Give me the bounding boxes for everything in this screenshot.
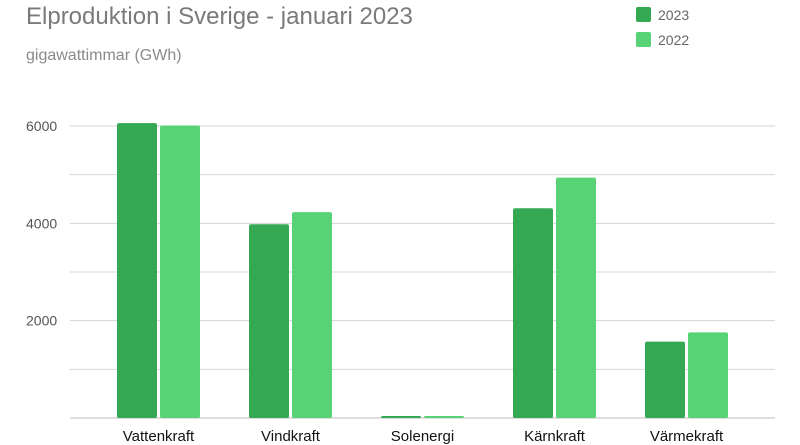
bars	[117, 123, 728, 418]
bar-2023-4	[645, 341, 685, 418]
bar-2023-3	[513, 208, 553, 418]
bar-2022-2	[424, 416, 464, 418]
bar-2023-2	[381, 416, 421, 418]
bar-2023-1	[249, 224, 289, 418]
x-axis: Vattenkraft Vindkraft Solenergi Kärnkraft Vä…	[123, 428, 724, 445]
x-tick-label: Vindkraft	[261, 428, 321, 445]
bar-2023-0	[117, 123, 157, 418]
legend-swatch-2023	[636, 7, 651, 22]
chart-subtitle: gigawattimmar (GWh)	[26, 47, 182, 64]
y-tick-label: 4000	[26, 215, 57, 231]
y-tick-label: 6000	[26, 118, 57, 134]
bar-2022-0	[160, 125, 200, 418]
x-tick-label: Solenergi	[391, 428, 454, 445]
bar-2022-4	[688, 332, 728, 418]
y-axis: 2000 4000 6000	[26, 118, 57, 329]
chart-title: Elproduktion i Sverige - januari 2023	[26, 3, 413, 30]
legend-swatch-2022	[636, 32, 651, 47]
x-tick-label: Värmekraft	[650, 428, 724, 445]
bar-2022-1	[292, 212, 332, 418]
x-tick-label: Kärnkraft	[524, 428, 586, 445]
legend-label-2023: 2023	[658, 7, 689, 23]
legend: 2023 2022	[636, 7, 689, 48]
x-tick-label: Vattenkraft	[123, 428, 195, 445]
legend-label-2022: 2022	[658, 32, 689, 48]
bar-2022-3	[556, 177, 596, 418]
y-tick-label: 2000	[26, 313, 57, 329]
